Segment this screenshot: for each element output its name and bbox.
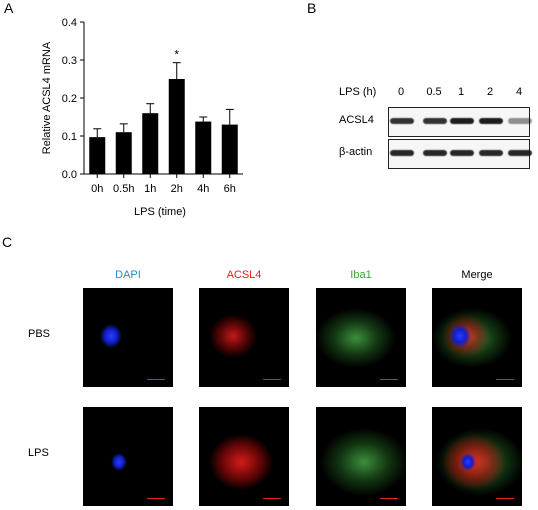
scale-bar	[380, 379, 398, 380]
micrograph-pbs-iba1	[316, 288, 406, 387]
blot-band	[450, 150, 474, 156]
x-tick-label: 4h	[197, 183, 209, 195]
channel-header: DAPI	[115, 269, 141, 281]
bar-6h	[221, 124, 238, 174]
chart-bars: *	[89, 48, 238, 174]
blot-band	[423, 118, 447, 124]
channel-header: Iba1	[350, 269, 372, 281]
bar-4h	[195, 121, 212, 174]
y-tick-label: 0.2	[62, 93, 77, 105]
scale-bar	[147, 498, 165, 499]
micrograph-pbs-acsl4	[199, 288, 289, 387]
y-tick-label: 0.3	[62, 55, 77, 67]
blot-band	[508, 150, 532, 156]
scale-bar	[496, 498, 514, 499]
y-tick-label: 0.1	[62, 131, 77, 143]
scale-bar	[380, 498, 398, 499]
lane-label: 4	[515, 86, 523, 98]
y-tick-label: 0.4	[62, 17, 77, 29]
micrograph-lps-acsl4	[199, 407, 289, 506]
scale-bar	[147, 379, 165, 380]
y-tick-label: 0.0	[62, 169, 77, 181]
blot-row-label: β-actin	[339, 146, 373, 158]
panel-label-a: A	[4, 0, 14, 16]
chart-axes: 0.0 0.1 0.2 0.3 0.4 0h 0.5h 1h 2h 4h 6h	[62, 17, 243, 195]
x-tick-label: 6h	[224, 183, 236, 195]
blot-band	[390, 118, 414, 124]
blot-band	[450, 118, 474, 124]
condition-label: PBS	[28, 328, 51, 340]
x-tick-label: 0h	[91, 183, 103, 195]
bar-1h	[142, 113, 159, 174]
significance-marker: *	[174, 48, 179, 62]
channel-header: ACSL4	[226, 269, 262, 281]
lane-label: 0.5	[426, 86, 442, 98]
x-tick-label: 2h	[171, 183, 183, 195]
channel-header: Merge	[461, 269, 493, 281]
micrograph-lps-dapi	[83, 407, 173, 506]
blot-band	[423, 150, 447, 156]
scale-bar	[263, 498, 281, 499]
panel-label-c: C	[2, 234, 13, 250]
micrograph-lps-iba1	[316, 407, 406, 506]
lane-label: 2	[486, 86, 494, 98]
acsl4-mrna-bar-chart: 0.0 0.1 0.2 0.3 0.4 0h 0.5h 1h 2h 4h 6h * Relative…	[41, 17, 243, 218]
bar-0.5h	[115, 132, 132, 174]
blot-band	[479, 118, 503, 124]
x-tick-label: 1h	[144, 183, 156, 195]
panel-label-b: B	[307, 0, 317, 16]
blot-band	[479, 150, 503, 156]
scale-bar	[496, 379, 514, 380]
bar-2h	[168, 79, 185, 174]
blot-band	[508, 118, 532, 124]
condition-label: LPS	[28, 447, 49, 459]
bar-0h	[89, 137, 106, 174]
blot-treatment-label: LPS (h)	[339, 86, 377, 98]
scale-bar	[263, 379, 281, 380]
x-tick-label: 0.5h	[113, 183, 134, 195]
lane-label: 0	[397, 86, 405, 98]
micrograph-pbs-merge	[432, 288, 522, 387]
blot-row-label: ACSL4	[339, 114, 374, 126]
micrograph-pbs-dapi	[83, 288, 173, 387]
lane-label: 1	[457, 86, 465, 98]
micrograph-lps-merge	[432, 407, 522, 506]
x-axis-label: LPS (time)	[134, 206, 186, 218]
blot-strip	[388, 139, 532, 169]
blot-band	[390, 150, 414, 156]
y-axis-label: Relative ACSL4 mRNA	[41, 41, 53, 154]
blot-strip	[388, 107, 532, 137]
